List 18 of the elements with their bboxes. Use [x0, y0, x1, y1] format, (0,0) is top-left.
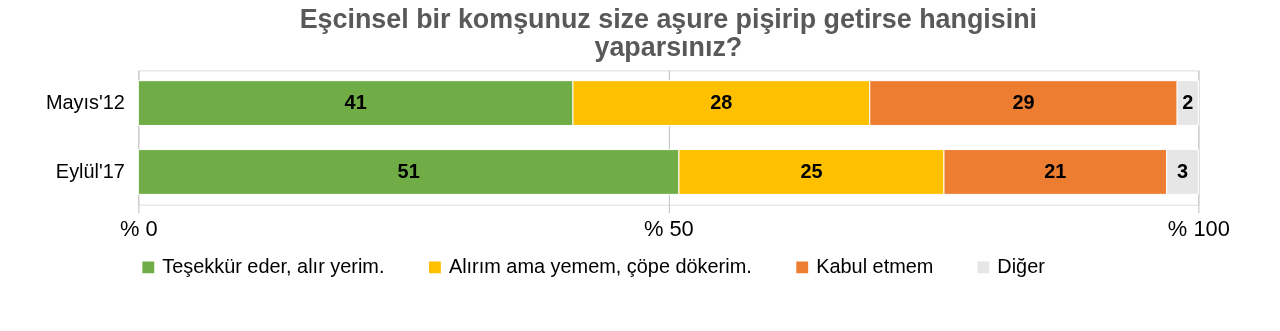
legend-label: Kabul etmem — [816, 255, 934, 278]
legend-label: Alırım ama yemem, çöpe dökerim. — [448, 255, 752, 278]
y-tick-label: Eylül'17 — [55, 159, 125, 182]
x-tick-label: % 0 — [120, 216, 158, 242]
data-label: 3 — [1176, 159, 1189, 182]
x-tick-label: % 100 — [1167, 216, 1230, 242]
data-label: 29 — [1012, 91, 1035, 114]
data-label: 21 — [1044, 159, 1067, 182]
data-label: 41 — [344, 91, 367, 114]
legend-label: Teşekkür eder, alır yerim. — [162, 255, 385, 278]
data-label: 2 — [1182, 91, 1194, 114]
data-label: 28 — [710, 91, 733, 114]
data-label: 25 — [800, 159, 823, 182]
legend-label: Diğer — [997, 255, 1046, 278]
x-tick-label: % 50 — [643, 216, 694, 242]
y-tick-label: Mayıs'12 — [45, 91, 125, 114]
data-label: 51 — [397, 159, 420, 182]
chart-title: Eşcinsel bir komşunuz size aşure pişirip getirse hangisini yaparsınız? — [299, 3, 1038, 63]
